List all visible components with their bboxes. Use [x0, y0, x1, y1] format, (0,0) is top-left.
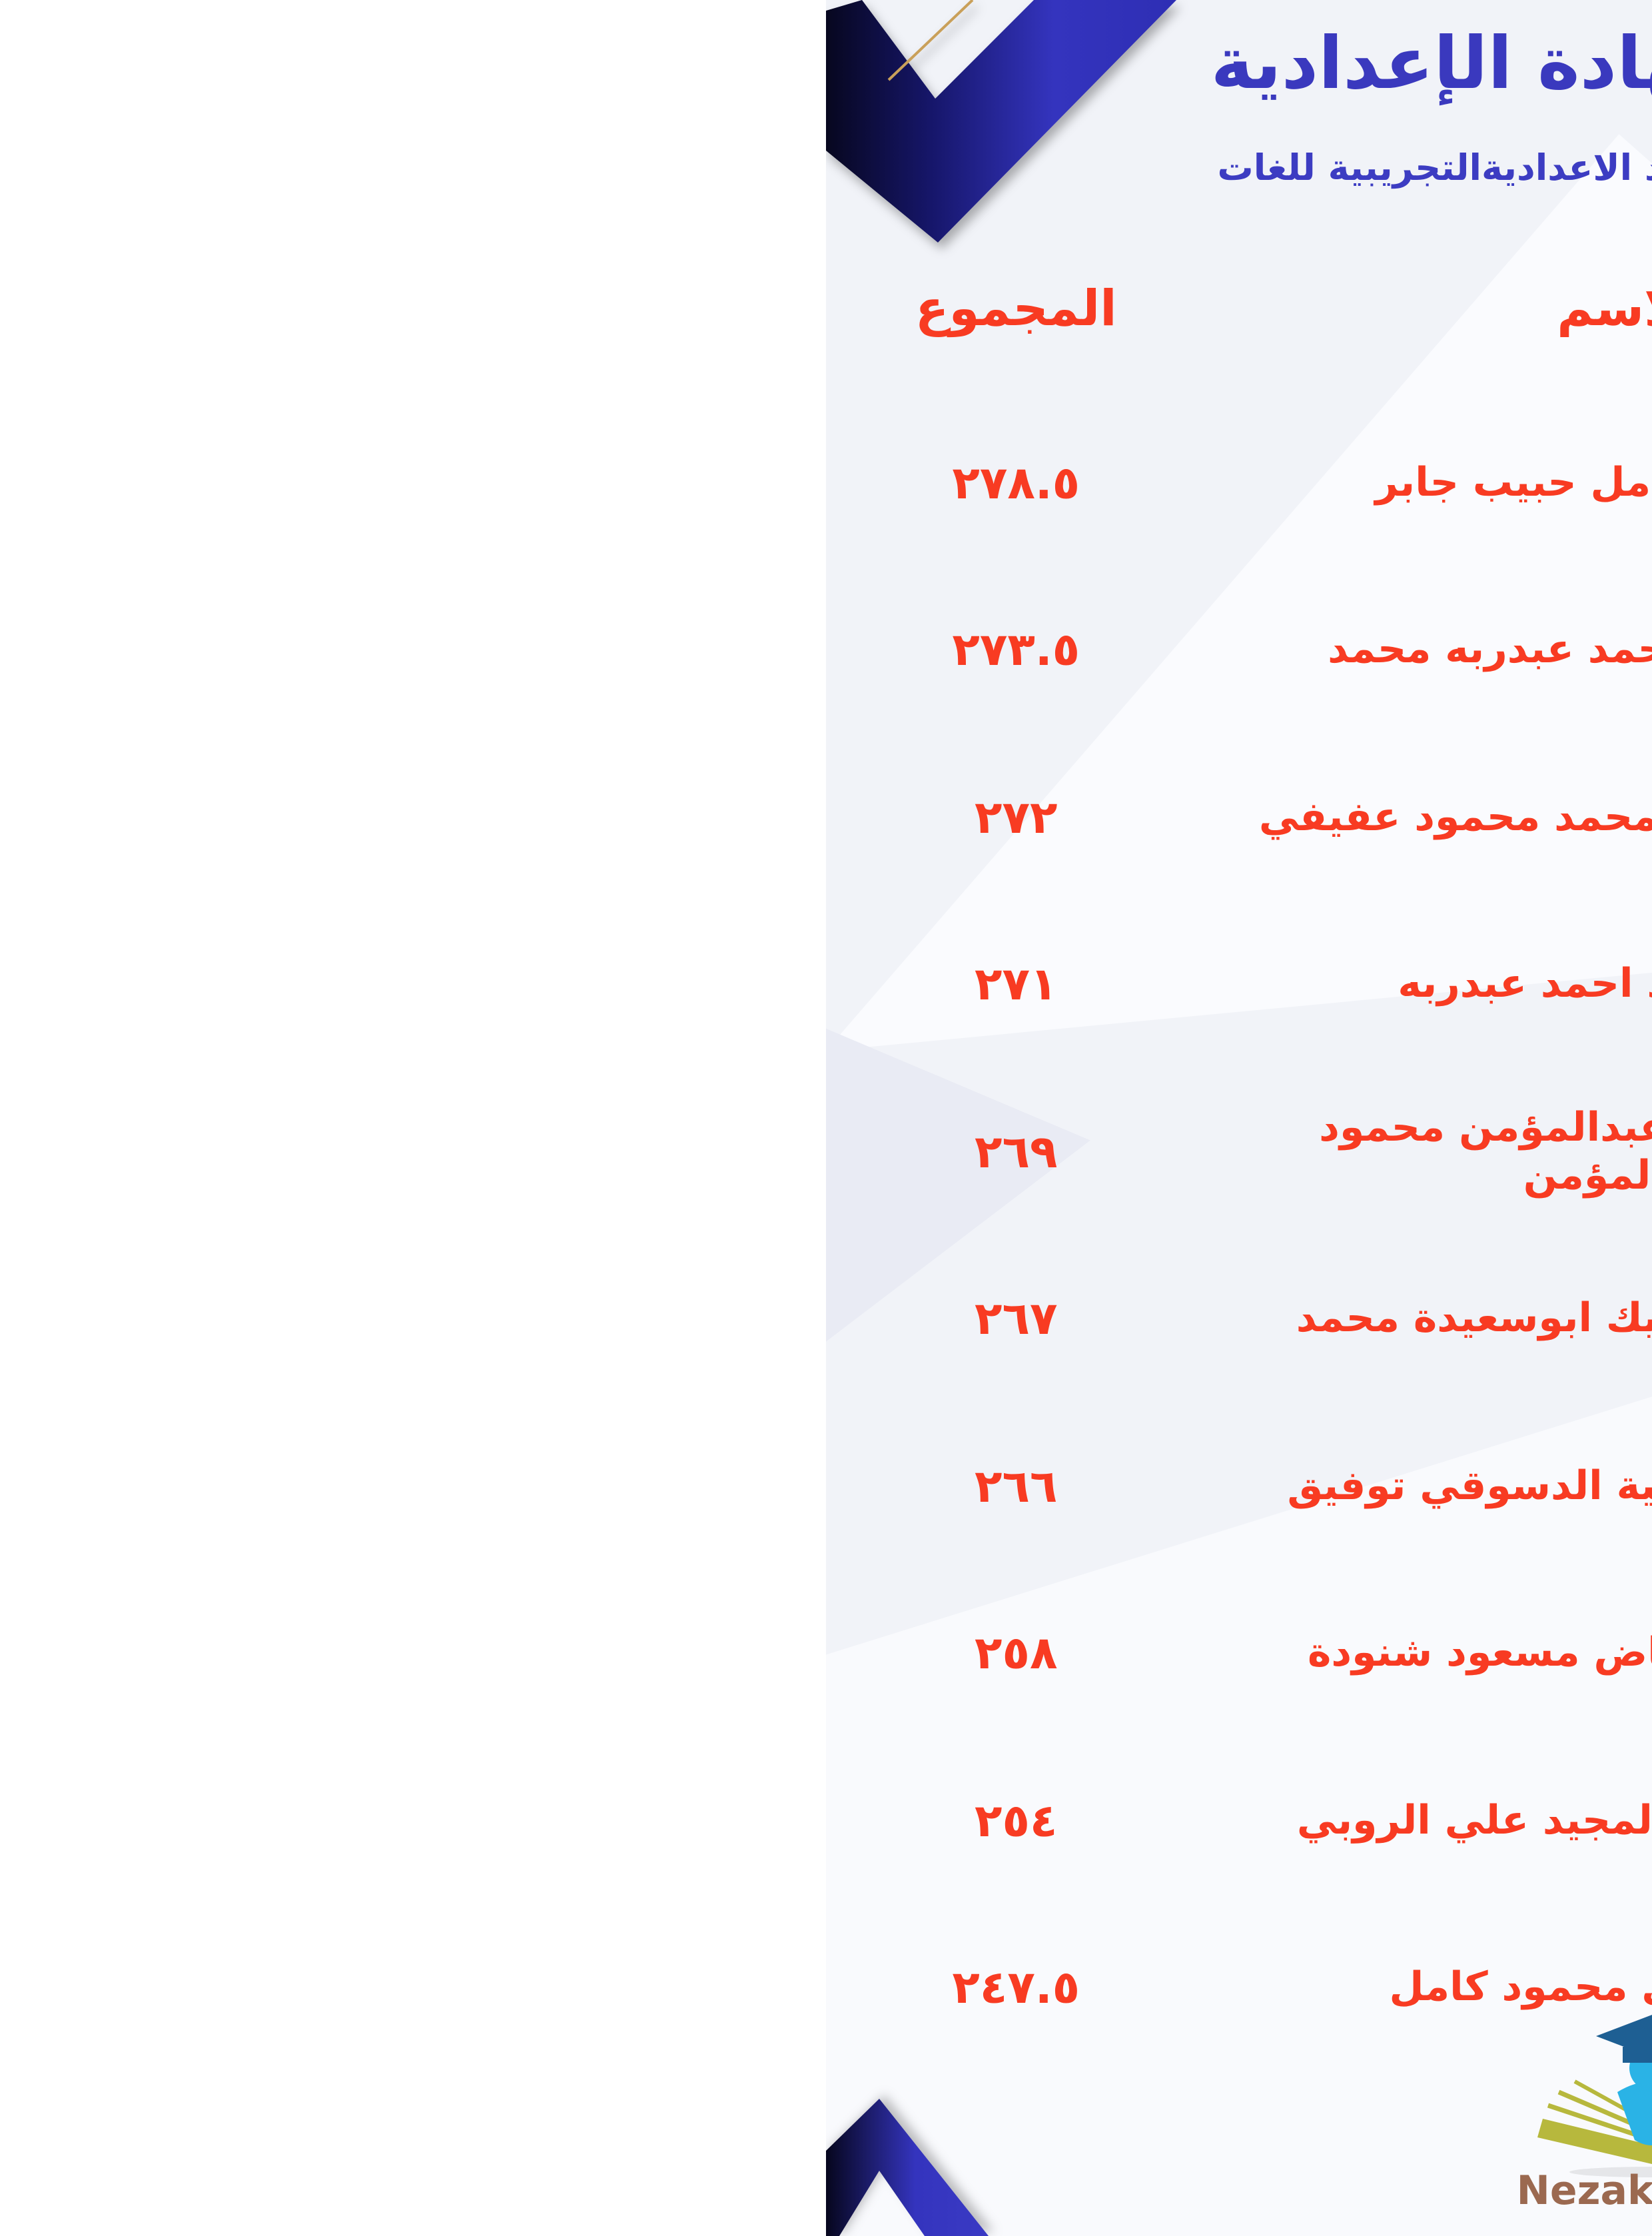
table-row: السابع زياد ابراهيم عطية الدسوقي توفيق ٢…: [826, 1403, 1652, 1570]
table-row: الأول هنا محمد كامل حبيب جابر ٢٧٨.٥: [826, 400, 1652, 567]
name-cell: سما وائل محمود محمد محمود عفيفي: [1258, 794, 1652, 841]
total-cell: ٢٦٦: [974, 1460, 1058, 1514]
table-row: السادس شهد سلطان بريك ابوسعيدة محمد ٢٦٧: [826, 1236, 1652, 1403]
total-cell: ٢٦٧: [974, 1293, 1058, 1347]
column-header-name: الاسم: [1557, 279, 1652, 336]
name-cell: شهد سلطان بريك ابوسعيدة محمد: [1296, 1295, 1652, 1343]
column-header-total: المجموع: [915, 279, 1117, 336]
table-row: العاشر احمد عزمي محمود كامل ٢٤٧.٥: [826, 1905, 1652, 2072]
corner-decorations: [826, 0, 1176, 2236]
table-header-row: الترتيب الاسم المجموع: [826, 261, 1652, 354]
school-name-subtitle: مدرسة خالد بن الوليد الاعداديةالتجريبية …: [1217, 147, 1652, 189]
total-cell: ٢٧٢: [974, 791, 1058, 845]
name-cell: فيرينا ثروت رياض مسعود شنودة: [1307, 1630, 1652, 1677]
poster-page: أوائل الشهادة الإعدادية مدرسة خالد بن ال…: [826, 0, 1652, 2236]
header: أوائل الشهادة الإعدادية مدرسة خالد بن ال…: [826, 21, 1652, 189]
nezakr-logo: نذاكر Nezakr: [1517, 2015, 1652, 2209]
name-cell: زياد ابراهيم عطية الدسوقي توفيق: [1287, 1462, 1652, 1510]
total-cell: ٢٥٨: [974, 1627, 1058, 1681]
table-row: الثامن فيرينا ثروت رياض مسعود شنودة ٢٥٨: [826, 1570, 1652, 1738]
page-title-word-blue: الشهادة الإعدادية: [1210, 21, 1652, 105]
name-cell: هنا محمد كامل حبيب جابر: [1375, 459, 1652, 506]
table-row: الثالث سما وائل محمود محمد محمود عفيفي ٢…: [826, 734, 1652, 901]
ranking-table: الأول هنا محمد كامل حبيب جابر ٢٧٨.٥ الثا…: [826, 400, 1652, 2072]
total-cell: ٢٤٧.٥: [952, 1961, 1080, 2015]
table-row: الثاني اسماء محمد احمد عبدربه محمد ٢٧٣.٥: [826, 567, 1652, 734]
name-cell: يوسف حسام عبدالمؤمن محمود عبدالمؤمن: [1319, 1104, 1652, 1199]
name-cell: اسماء محمد احمد عبدربه محمد: [1328, 626, 1652, 674]
table-row: الرابع احمد محمد احمد عبدربه ٢٧١: [826, 901, 1652, 1069]
corner-decoration-top-left: [826, 0, 1176, 243]
logo-graduate-icon: [1596, 2015, 1652, 2145]
page-title: أوائل الشهادة الإعدادية: [826, 21, 1652, 108]
table-row: الخامس يوسف حسام عبدالمؤمن محمود عبدالمؤ…: [826, 1069, 1652, 1236]
total-cell: ٢٧٨.٥: [952, 456, 1080, 510]
name-cell: ادهم محمد عبدالمجيد علي الروبي: [1296, 1797, 1652, 1844]
name-cell: احمد عزمي محمود كامل: [1389, 1964, 1652, 2011]
corner-decoration-bottom-left: [826, 2099, 989, 2236]
gold-accent-line: [887, 0, 974, 81]
table-row: التاسع ادهم محمد عبدالمجيد علي الروبي ٢٥…: [826, 1738, 1652, 1905]
total-cell: ٢٦٩: [974, 1125, 1058, 1179]
total-cell: ٢٧٣.٥: [952, 624, 1080, 678]
logo-brand-text: نذاكر Nezakr: [1517, 2167, 1652, 2209]
name-cell: احمد محمد احمد عبدربه: [1398, 961, 1652, 1008]
total-cell: ٢٧١: [974, 958, 1058, 1012]
total-cell: ٢٥٤: [974, 1794, 1058, 1848]
